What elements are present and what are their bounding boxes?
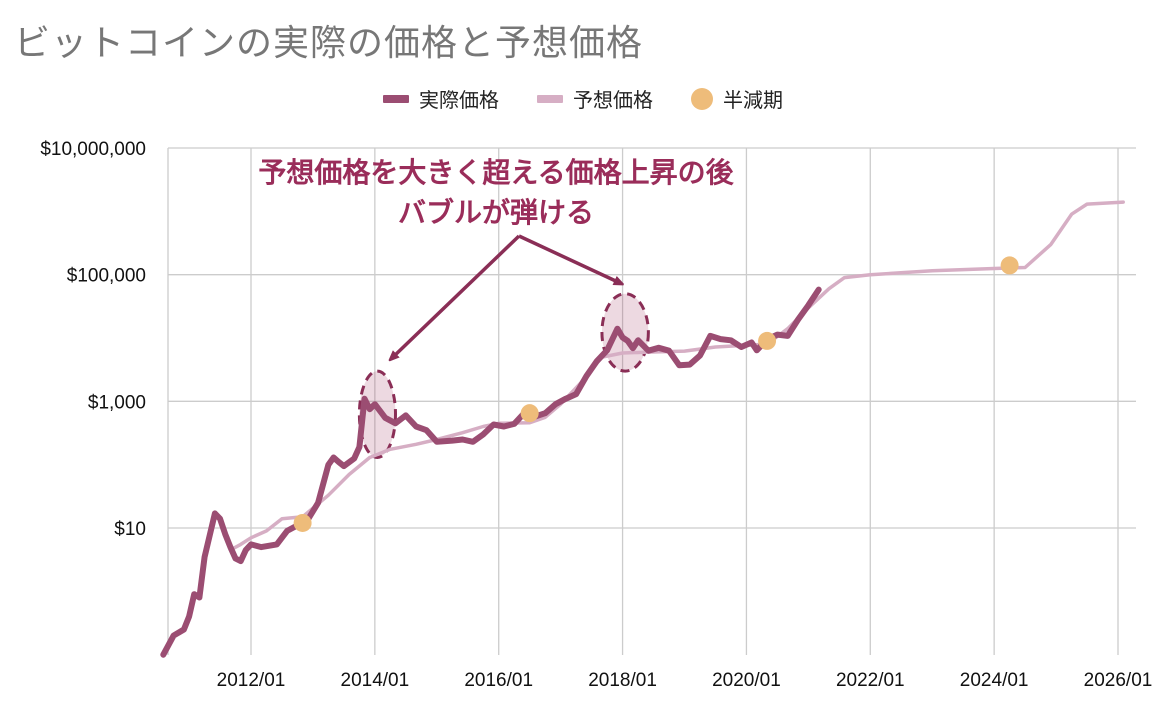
- annotation-arrow-left: [392, 234, 521, 358]
- axis-labels: $10 $1,000 $100,000 $10,000,000 2012/01 2014/…: [40, 139, 1152, 691]
- y-tick-label: $100,000: [67, 266, 146, 287]
- annotation-text-line1: 予想価格を大きく超える価格上昇の後: [258, 156, 734, 189]
- gridlines: [167, 147, 1136, 655]
- bubble-highlights: [357, 292, 650, 459]
- legend-swatch-halving: [691, 87, 713, 110]
- annotation-arrow-right: [518, 234, 620, 283]
- legend-item-actual[interactable]: 実際価格: [383, 84, 499, 113]
- series-lines: [160, 200, 1125, 658]
- chart-title: ビットコインの実際の価格と予想価格: [14, 23, 644, 64]
- halving-point: [520, 404, 539, 423]
- legend-swatch-actual: [383, 94, 409, 103]
- annotation-text-line2: バブルが弾ける: [398, 196, 594, 229]
- halving-point: [1000, 256, 1019, 275]
- y-tick-label: $10,000,000: [40, 139, 146, 160]
- bubble-highlight-ellipse: [357, 369, 397, 459]
- legend-label-actual: 実際価格: [419, 88, 499, 112]
- series-line-predicted: [228, 200, 1125, 552]
- halving-points: [293, 256, 1019, 532]
- legend-swatch-predicted: [537, 94, 563, 103]
- legend-item-halving[interactable]: 半減期: [691, 84, 783, 113]
- x-tick-label: 2024/01: [960, 670, 1029, 691]
- legend-label-predicted: 予想価格: [573, 88, 653, 112]
- y-tick-label: $1,000: [88, 392, 146, 413]
- x-tick-label: 2016/01: [464, 670, 533, 691]
- legend-item-predicted[interactable]: 予想価格: [537, 84, 653, 113]
- x-tick-label: 2026/01: [1084, 670, 1153, 691]
- x-tick-label: 2018/01: [588, 670, 657, 691]
- halving-point: [293, 513, 312, 532]
- legend-label-halving: 半減期: [723, 88, 783, 112]
- series-line-actual: [160, 286, 822, 658]
- x-tick-label: 2020/01: [712, 670, 781, 691]
- bubble-highlight-ellipse: [600, 292, 650, 373]
- x-tick-label: 2014/01: [341, 670, 410, 691]
- legend: 実際価格 予想価格 半減期: [0, 84, 1166, 113]
- x-tick-label: 2022/01: [836, 670, 905, 691]
- x-tick-label: 2012/01: [217, 670, 286, 691]
- y-tick-label: $10: [114, 519, 146, 540]
- halving-point: [758, 331, 777, 350]
